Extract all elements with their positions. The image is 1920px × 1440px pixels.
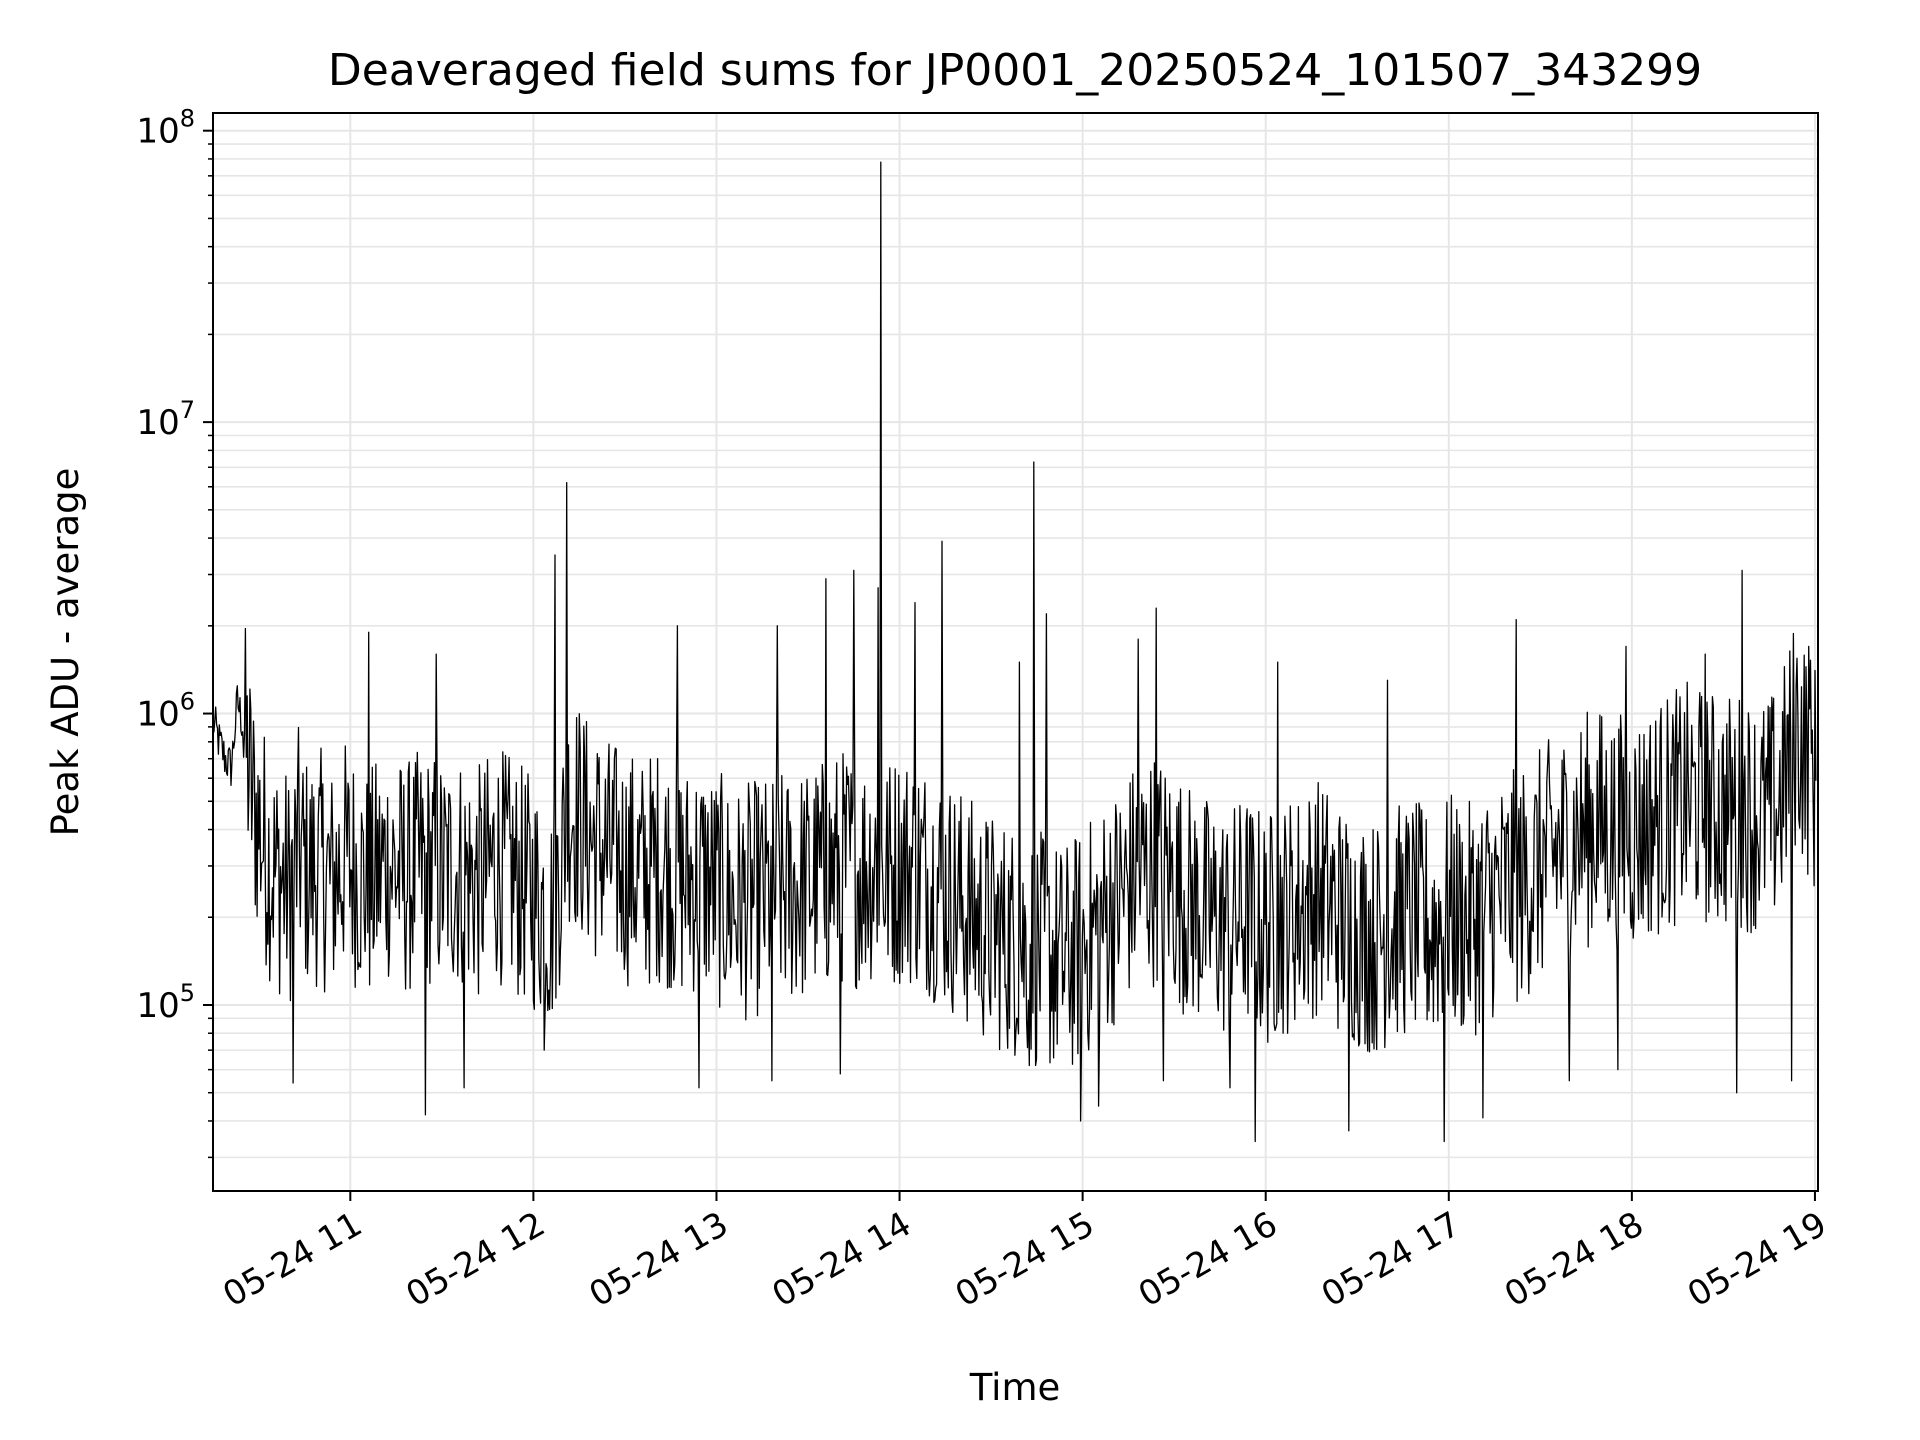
y-tick-label: 105 (136, 979, 195, 1026)
x-axis-label: Time (969, 1366, 1061, 1409)
y-tick-label: 108 (136, 105, 195, 152)
y-tick-label: 106 (136, 688, 195, 735)
chart-title: Deaveraged field sums for JP0001_2025052… (328, 45, 1702, 96)
y-tick-label: 107 (136, 396, 195, 443)
y-axis-ticks: 105 106 107 108 (136, 105, 213, 1159)
series-line (212, 161, 1817, 1143)
plot-frame (212, 112, 1819, 1192)
grid (213, 113, 1818, 1191)
y-axis-label: Peak ADU - average (44, 468, 87, 837)
plot-lines (212, 161, 1817, 1143)
